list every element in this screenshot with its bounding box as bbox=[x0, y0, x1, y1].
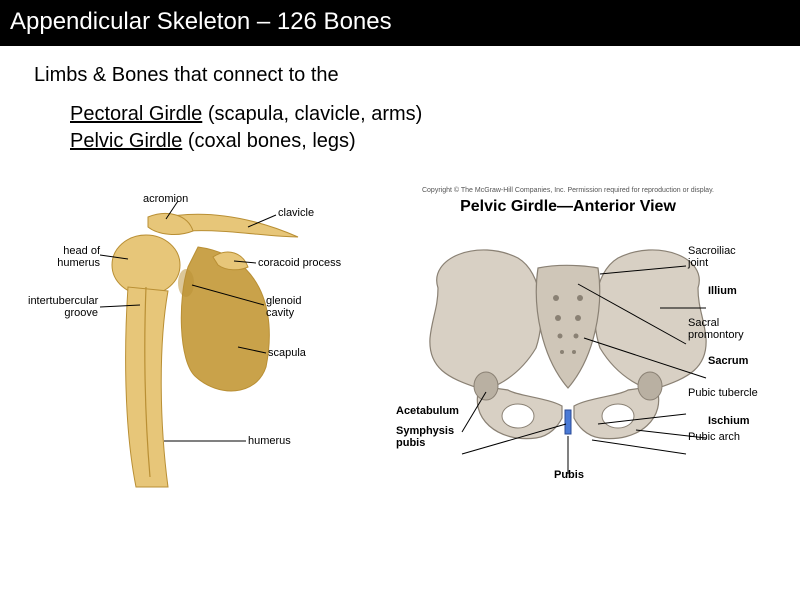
label-illium: Illium bbox=[708, 285, 737, 297]
label-glenoid-cavity: glenoid cavity bbox=[266, 295, 326, 319]
label-sacroiliac-joint: Sacroiliac joint bbox=[688, 245, 758, 269]
girdle-detail: (scapula, clavicle, arms) bbox=[208, 103, 423, 125]
label-clavicle: clavicle bbox=[278, 207, 314, 219]
label-symphysis-pubis: Symphysis pubis bbox=[396, 425, 466, 449]
pectoral-figure: acromion clavicle head of humerus coraco… bbox=[28, 187, 338, 497]
pelvic-figure: Copyright © The McGraw-Hill Companies, I… bbox=[368, 187, 768, 497]
label-head-of-humerus: head of humerus bbox=[30, 245, 100, 269]
girdle-list: Pectoral Girdle (scapula, clavicle, arms… bbox=[0, 87, 800, 155]
girdle-name: Pelvic Girdle bbox=[70, 130, 182, 152]
girdle-name: Pectoral Girdle bbox=[70, 103, 202, 125]
label-scapula: scapula bbox=[268, 347, 306, 359]
label-acetabulum: Acetabulum bbox=[396, 405, 459, 417]
pelvic-copyright: Copyright © The McGraw-Hill Companies, I… bbox=[368, 187, 768, 194]
label-pubic-arch: Pubic arch bbox=[688, 431, 740, 443]
girdle-detail: (coxal bones, legs) bbox=[188, 130, 356, 152]
label-sacrum: Sacrum bbox=[708, 355, 748, 367]
girdle-item: Pelvic Girdle (coxal bones, legs) bbox=[70, 128, 800, 155]
label-pubis: Pubis bbox=[554, 469, 584, 481]
pelvic-header: Pelvic Girdle—Anterior View bbox=[368, 198, 768, 216]
label-acromion: acromion bbox=[143, 193, 188, 205]
label-humerus: humerus bbox=[248, 435, 291, 447]
label-sacral-promontory: Sacral promontory bbox=[688, 317, 768, 341]
label-pubic-tubercle: Pubic tubercle bbox=[688, 387, 758, 399]
figure-row: acromion clavicle head of humerus coraco… bbox=[0, 155, 800, 497]
label-coracoid-process: coracoid process bbox=[258, 257, 341, 269]
slide-subtitle: Limbs & Bones that connect to the bbox=[0, 46, 800, 87]
pectoral-illustration bbox=[28, 187, 338, 497]
label-intertubercular-groove: intertubercular groove bbox=[28, 295, 98, 319]
girdle-item: Pectoral Girdle (scapula, clavicle, arms… bbox=[70, 101, 800, 128]
slide-title: Appendicular Skeleton – 126 Bones bbox=[0, 0, 800, 46]
label-ischium: Ischium bbox=[708, 415, 750, 427]
